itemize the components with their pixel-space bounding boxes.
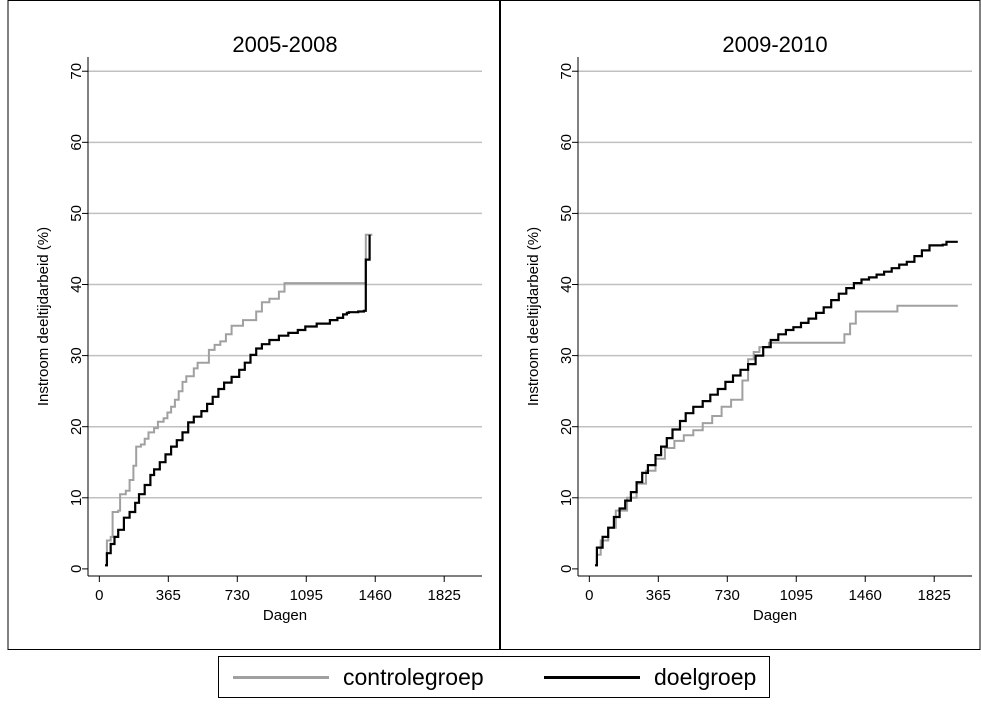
legend-swatch-controlegroep	[233, 675, 329, 679]
y-tick-label: 50	[558, 205, 575, 222]
series-line-doelgroep	[595, 240, 958, 567]
y-tick-label: 70	[68, 63, 85, 80]
y-tick-label: 30	[68, 347, 85, 364]
x-tick-label: 1825	[918, 587, 951, 604]
panel-2009-2010: 0 365 730 1095 1460 1825 0 10 20 30 40 50 60 70 2009-2…	[525, 32, 972, 624]
legend-item-doelgroep: doelgroep	[544, 657, 756, 697]
legend-item-controlegroep: controlegroep	[233, 657, 484, 697]
y-tick-label: 40	[68, 276, 85, 293]
chart-title: 2009-2010	[722, 32, 827, 57]
plot-area	[578, 57, 972, 576]
y-tick-label: 40	[558, 276, 575, 293]
x-tick-label: 730	[715, 587, 740, 604]
legend-swatch-doelgroep	[544, 675, 640, 679]
x-tick-label: 0	[585, 587, 593, 604]
x-tick-label: 1095	[290, 587, 323, 604]
x-tick-label: 0	[95, 587, 103, 604]
y-tick-label: 70	[558, 63, 575, 80]
chart-title: 2005-2008	[232, 32, 337, 57]
y-tick-label: 50	[68, 205, 85, 222]
x-tick-label: 1095	[780, 587, 813, 604]
x-tick-label: 1460	[359, 587, 392, 604]
series-line-controlegroep	[595, 304, 958, 567]
panel-2005-2008: 0 365 730 1095 1460 1825 0 10 20 30 40 50 60 70 2005-2…	[35, 32, 482, 624]
plot-area	[88, 57, 482, 576]
y-tick-label: 60	[68, 134, 85, 151]
x-axis-label: Dagen	[753, 607, 797, 624]
x-tick-label: 365	[156, 587, 181, 604]
series-line-doelgroep	[105, 234, 371, 567]
x-tick-label: 730	[225, 587, 250, 604]
y-tick-label: 60	[558, 134, 575, 151]
y-tick-label: 0	[558, 565, 575, 573]
legend-label-controlegroep: controlegroep	[343, 663, 484, 690]
x-tick-label: 1825	[428, 587, 461, 604]
panels-frame	[7, 0, 981, 650]
legend-label-doelgroep: doelgroep	[654, 663, 757, 690]
y-tick-label: 30	[558, 347, 575, 364]
series-line-controlegroep	[105, 233, 373, 567]
y-axis-label: Instroom deeltijdarbeid (%)	[525, 227, 542, 406]
legend: controlegroep doelgroep	[218, 656, 770, 698]
y-tick-label: 10	[68, 489, 85, 506]
y-tick-label: 20	[558, 418, 575, 435]
x-tick-label: 1460	[849, 587, 882, 604]
y-tick-label: 10	[558, 489, 575, 506]
y-tick-label: 20	[68, 418, 85, 435]
y-axis-label: Instroom deeltijdarbeid (%)	[35, 227, 52, 406]
x-axis-label: Dagen	[263, 607, 307, 624]
x-tick-label: 365	[646, 587, 671, 604]
y-tick-label: 0	[68, 565, 85, 573]
